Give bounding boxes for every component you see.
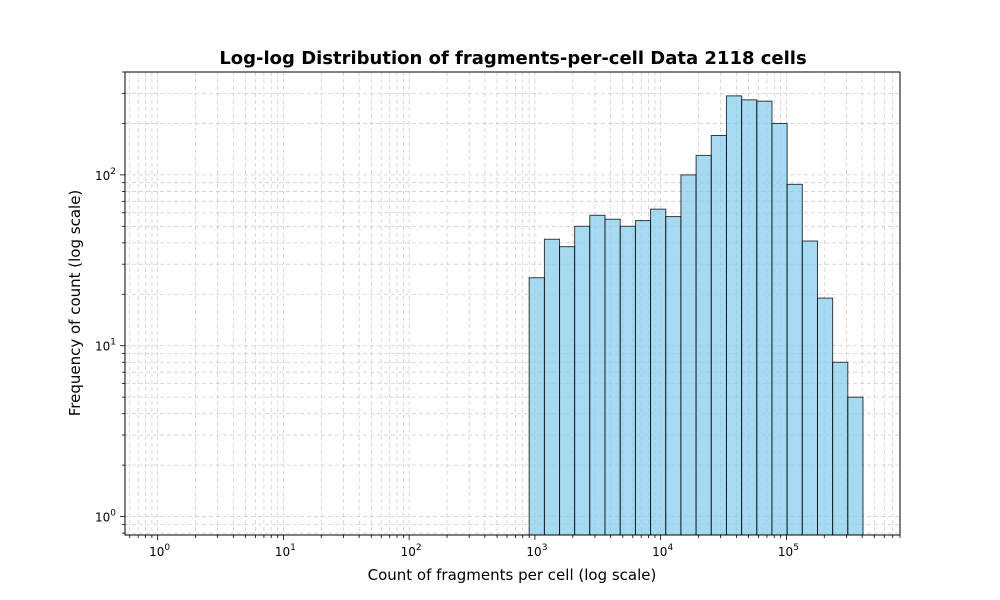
histogram-bar [665, 216, 682, 536]
histogram-bar [832, 361, 849, 536]
y-tick-label: 101 [95, 338, 116, 354]
x-tick-label: 104 [652, 543, 673, 559]
x-tick-label: 102 [401, 543, 422, 559]
histogram-bar [543, 238, 561, 536]
x-tick-label: 100 [149, 543, 170, 559]
histogram-bar [756, 100, 773, 536]
y-tick-label: 100 [95, 509, 116, 525]
histogram-bar [801, 240, 818, 536]
x-tick-labels: 100 101 102 103 104 105 [149, 543, 799, 559]
histogram-bar [816, 297, 834, 536]
histogram-bar [710, 134, 727, 536]
histogram-bar [589, 214, 606, 536]
x-axis-label: Count of fragments per cell (log scale) [368, 566, 657, 584]
histogram-bar [650, 208, 667, 536]
histogram-bar [528, 277, 545, 536]
chart-title: Log-log Distribution of fragments-per-ce… [219, 48, 806, 69]
histogram-bar [741, 99, 758, 536]
histogram-bar [771, 122, 788, 536]
histogram-bar [574, 225, 591, 536]
axis-ticks [120, 71, 901, 540]
x-tick-label: 103 [526, 543, 547, 559]
histogram-bar [559, 246, 576, 536]
histogram-bar [725, 95, 743, 536]
histogram-bar [847, 396, 864, 536]
y-tick-label: 102 [95, 167, 116, 183]
histogram-bars [528, 95, 864, 536]
y-tick-labels: 100 101 102 [95, 167, 116, 525]
histogram-bar [634, 220, 652, 536]
histogram-bar [604, 218, 621, 536]
histogram-bar [680, 174, 697, 536]
x-tick-label: 101 [275, 543, 296, 559]
histogram-bar [619, 225, 636, 536]
plot-frame [124, 71, 901, 536]
y-axis-label: Frequency of count (log scale) [66, 190, 84, 417]
x-tick-label: 105 [778, 543, 799, 559]
histogram-bar [786, 183, 803, 536]
histogram-bar [695, 154, 712, 536]
